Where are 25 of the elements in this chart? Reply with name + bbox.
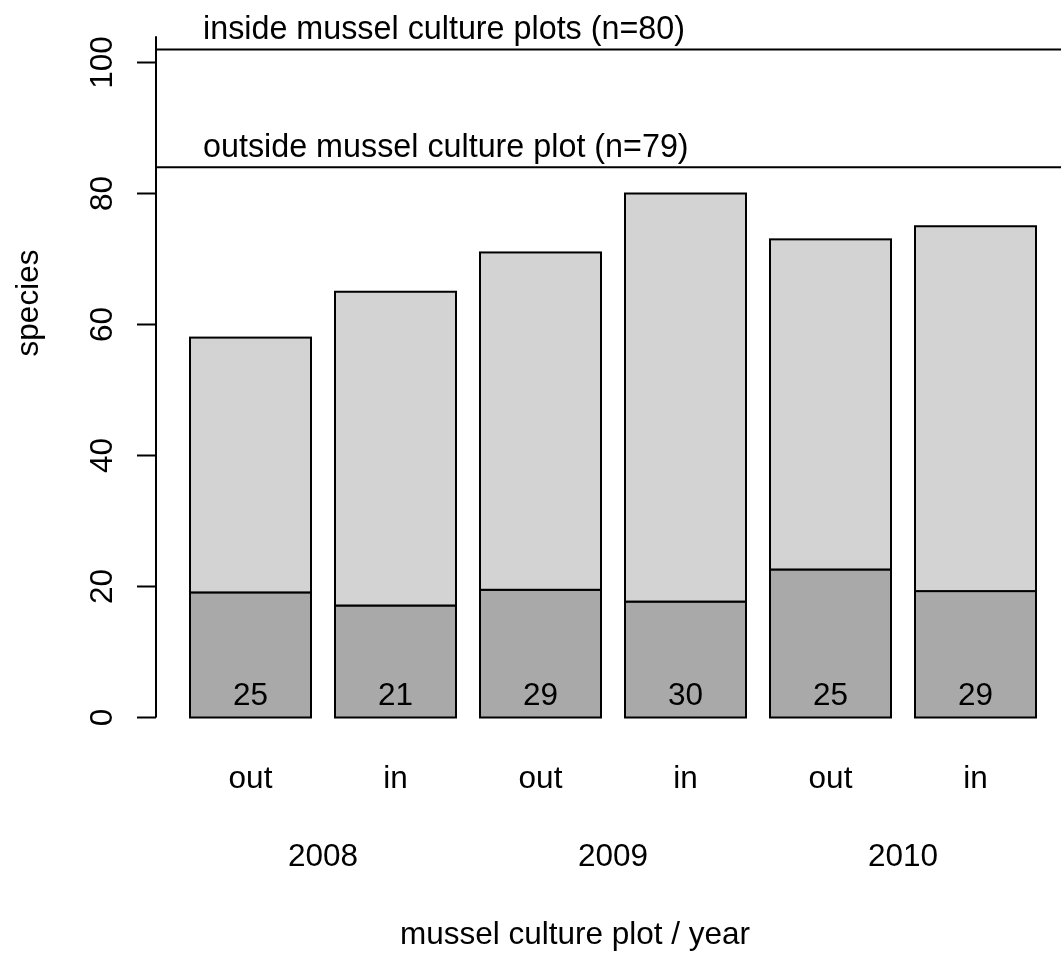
- text: 2008: [287, 837, 359, 873]
- text: 2010: [867, 837, 939, 873]
- y-tick-label: 20: [83, 568, 119, 605]
- text: 2009: [577, 837, 649, 873]
- y-tick-label: 40: [83, 437, 119, 474]
- x-tick-label: in: [383, 759, 408, 795]
- annotation: 25: [812, 675, 849, 712]
- x-tick-label: out: [228, 759, 273, 795]
- annotation: 30: [667, 675, 704, 712]
- y-axis-title: species: [9, 249, 45, 357]
- x-tick-label: in: [673, 759, 698, 795]
- annotation: outside mussel culture plot (n=79): [203, 128, 689, 165]
- x-tick-label: in: [963, 759, 988, 795]
- annotation: 29: [957, 675, 994, 712]
- x-tick-label: out: [808, 759, 853, 795]
- y-tick-label: 80: [83, 175, 119, 212]
- y-tick-label: 60: [83, 306, 119, 343]
- annotation: 21: [377, 675, 414, 712]
- annotation: 25: [232, 675, 269, 712]
- annotation: inside mussel culture plots (n=80): [203, 10, 685, 47]
- y-tick-label: 0: [83, 708, 119, 727]
- x-axis-title: mussel culture plot / year: [399, 915, 751, 951]
- y-tick-label: 100: [83, 36, 119, 89]
- x-tick-label: out: [518, 759, 563, 795]
- annotation: 29: [522, 675, 559, 712]
